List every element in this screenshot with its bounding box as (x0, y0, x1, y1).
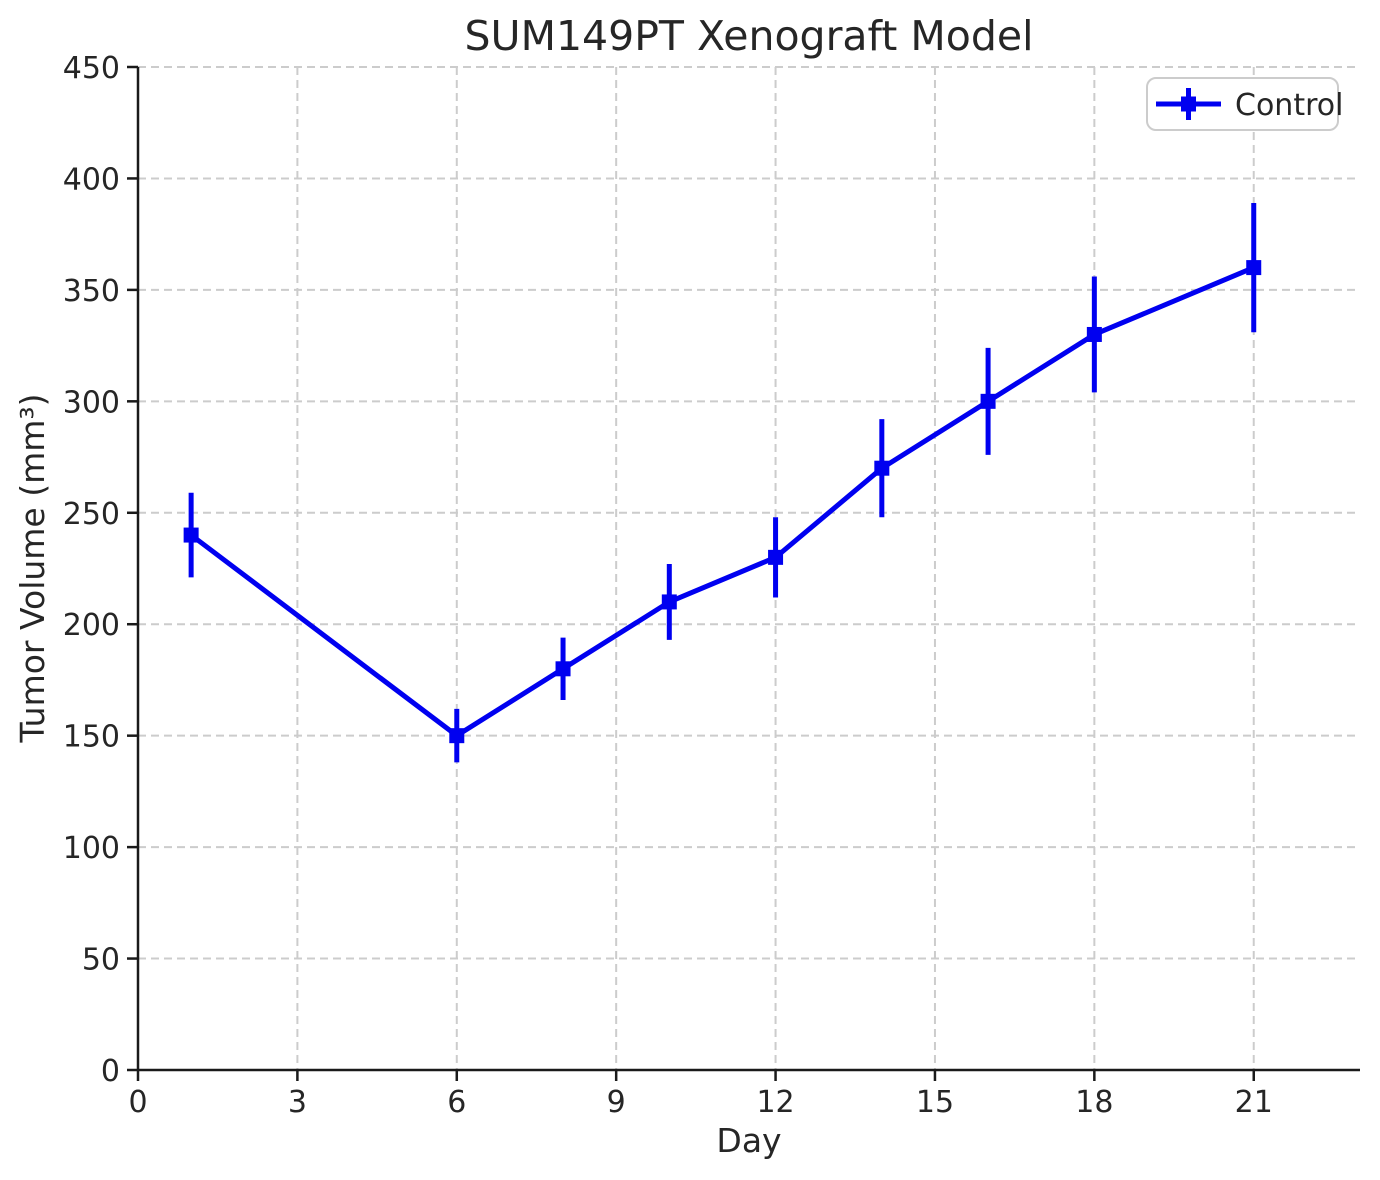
x-tick-label: 21 (1235, 1085, 1273, 1120)
y-tick-label: 0 (101, 1054, 120, 1089)
x-tick-label: 18 (1075, 1085, 1113, 1120)
axes (127, 65, 1360, 1081)
x-tick-label: 0 (128, 1085, 147, 1120)
data-series-control (183, 202, 1262, 763)
x-axis-label: Day (716, 1121, 781, 1160)
chart-title: SUM149PT Xenograft Model (465, 12, 1034, 60)
data-point-marker (661, 594, 677, 610)
data-point-marker (874, 460, 890, 476)
y-tick-label: 300 (63, 385, 120, 420)
y-tick-label: 350 (63, 274, 120, 309)
legend-box (1146, 77, 1339, 131)
data-point-marker (183, 527, 199, 543)
data-point-marker (449, 728, 465, 744)
y-tick-label: 450 (63, 51, 120, 86)
y-tick-label: 50 (82, 943, 120, 978)
x-tick-label: 12 (756, 1085, 794, 1120)
x-tick-label: 15 (916, 1085, 954, 1120)
y-tick-label: 400 (63, 162, 120, 197)
legend-label-control: Control (1235, 88, 1343, 123)
data-point-marker (980, 393, 996, 409)
data-point-marker (555, 661, 571, 677)
y-tick-label: 250 (63, 497, 120, 532)
y-axis-label: Tumor Volume (mm³) (13, 394, 52, 744)
y-tick-label: 200 (63, 608, 120, 643)
x-tick-label: 6 (447, 1085, 466, 1120)
y-tick-label: 100 (63, 831, 120, 866)
data-point-marker (1246, 260, 1262, 276)
data-point-marker (1086, 326, 1102, 342)
tick-labels: 0 3 6 9 12 15 18 21 0 50 100 150 200 250 300 350 400 450 (63, 51, 1273, 1120)
legend: Control (1146, 77, 1343, 131)
legend-marker-sample (1181, 96, 1196, 112)
x-tick-label: 9 (607, 1085, 626, 1120)
data-point-marker (768, 549, 784, 565)
y-tick-label: 150 (63, 720, 120, 755)
x-tick-label: 3 (288, 1085, 307, 1120)
